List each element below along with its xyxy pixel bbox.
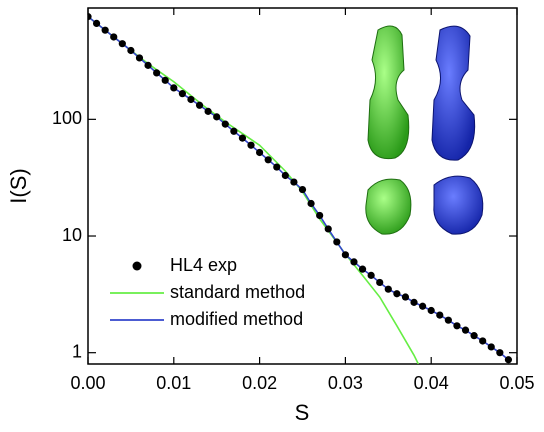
data-point xyxy=(358,265,367,273)
y-tick-label: 100 xyxy=(52,108,82,128)
plot-frame xyxy=(87,7,518,365)
data-point xyxy=(444,316,452,324)
x-axis-label: S xyxy=(295,400,310,425)
data-point xyxy=(161,76,169,84)
data-point xyxy=(273,163,281,171)
data-point xyxy=(410,298,418,306)
data-point xyxy=(419,302,427,310)
data-point xyxy=(118,40,126,48)
y-axis-label: I(S) xyxy=(6,168,31,203)
data-point xyxy=(427,306,435,315)
data-point xyxy=(393,290,401,298)
x-tick-label: 0.03 xyxy=(328,373,363,393)
data-point xyxy=(187,95,195,104)
y-tick-label: 1 xyxy=(72,341,82,361)
data-point xyxy=(333,238,341,246)
data-point xyxy=(298,185,307,194)
molecule-images xyxy=(365,25,484,235)
data-point xyxy=(376,278,384,287)
data-point xyxy=(316,211,324,220)
data-point xyxy=(92,19,101,28)
data-point xyxy=(384,285,392,293)
data-point xyxy=(479,337,487,345)
data-point xyxy=(324,225,332,233)
data-point xyxy=(341,251,349,259)
data-point xyxy=(88,13,92,21)
data-point xyxy=(496,349,504,357)
data-point xyxy=(127,46,135,55)
data-point xyxy=(247,141,255,149)
data-point xyxy=(195,101,204,109)
data-point xyxy=(135,54,144,62)
data-point xyxy=(504,356,513,364)
x-tick-label: 0.02 xyxy=(242,373,277,393)
blue-model-top xyxy=(433,175,484,235)
green-model-side xyxy=(367,25,410,160)
data-point xyxy=(290,178,298,186)
data-point xyxy=(461,326,470,334)
data-point xyxy=(153,69,161,77)
data-point xyxy=(264,156,272,164)
legend-label: standard method xyxy=(170,282,305,302)
x-tick-label: 0.00 xyxy=(70,373,105,393)
x-tick-label: 0.01 xyxy=(156,373,191,393)
green-model-top xyxy=(365,178,412,235)
legend-marker xyxy=(132,261,142,271)
data-point xyxy=(281,171,289,180)
data-point xyxy=(470,332,478,340)
data-point xyxy=(256,148,264,157)
data-point xyxy=(401,293,410,301)
data-point xyxy=(110,33,118,41)
x-tick-label: 0.04 xyxy=(414,373,449,393)
data-point xyxy=(230,127,238,135)
y-tick-label: 10 xyxy=(62,225,82,245)
data-point xyxy=(238,134,247,142)
data-point xyxy=(221,120,229,128)
data-point xyxy=(101,26,109,34)
x-tick-label: 0.05 xyxy=(499,373,534,393)
data-point xyxy=(487,343,495,351)
data-point xyxy=(367,271,375,279)
data-point xyxy=(453,322,461,330)
data-point xyxy=(204,107,212,115)
data-point xyxy=(436,311,444,319)
plot-area xyxy=(88,13,513,364)
data-point xyxy=(170,84,178,92)
blue-model-side xyxy=(431,25,476,161)
legend-label: modified method xyxy=(170,309,303,329)
legend-label: HL4 exp xyxy=(170,255,237,275)
data-point xyxy=(178,90,186,98)
data-point xyxy=(307,199,315,208)
data-point xyxy=(213,113,221,121)
data-point xyxy=(144,61,152,69)
data-point xyxy=(350,258,358,266)
